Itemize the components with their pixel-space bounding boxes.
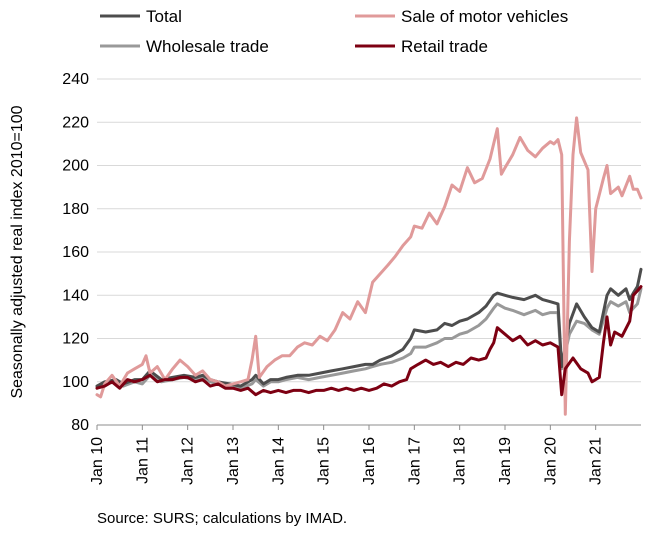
y-tick-label: 80 bbox=[71, 417, 89, 434]
y-tick-label: 120 bbox=[62, 331, 89, 348]
series-line-wholesale-trade bbox=[95, 287, 643, 390]
x-tick-label: Jan 19 bbox=[497, 437, 514, 485]
x-tick-label: Jan 20 bbox=[542, 437, 559, 485]
y-tick-label: 240 bbox=[62, 71, 89, 88]
x-tick-label: Jan 21 bbox=[588, 437, 605, 485]
source-note: Source: SURS; calculations by IMAD. bbox=[97, 510, 348, 527]
y-tick-label: 140 bbox=[62, 287, 89, 304]
series-line-sale-of-motor-vehicles bbox=[95, 116, 643, 416]
y-tick-label: 180 bbox=[62, 201, 89, 218]
grid-lines bbox=[97, 78, 641, 426]
x-tick-labels: Jan 10 Jan 11 Jan 12 Jan 13 Jan 14 Jan 15 Jan … bbox=[89, 425, 605, 485]
y-tick-label: 160 bbox=[62, 244, 89, 261]
legend: Total Sale of motor vehicles Wholesale tra… bbox=[100, 7, 568, 56]
x-tick-label: Jan 18 bbox=[452, 437, 469, 485]
series-line-retail-trade bbox=[95, 285, 643, 397]
x-tick-label: Jan 12 bbox=[180, 437, 197, 485]
legend-label: Sale of motor vehicles bbox=[401, 7, 568, 26]
y-axis-title: Seasonally adjusted real index 2010=100 bbox=[9, 105, 26, 398]
y-tick-label: 100 bbox=[62, 374, 89, 391]
y-tick-labels: 80 100 120 140 160 180 200 220 240 bbox=[62, 71, 89, 434]
x-tick-label: Jan 13 bbox=[225, 437, 242, 485]
y-tick-label: 200 bbox=[62, 158, 89, 175]
legend-label: Total bbox=[146, 7, 182, 26]
x-tick-label: Jan 11 bbox=[134, 437, 151, 484]
legend-label: Retail trade bbox=[401, 37, 488, 56]
x-tick-label: Jan 14 bbox=[270, 437, 287, 485]
x-tick-label: Jan 17 bbox=[406, 437, 423, 485]
series-line-total bbox=[95, 267, 643, 388]
x-tick-label: Jan 16 bbox=[361, 437, 378, 485]
x-tick-label: Jan 10 bbox=[89, 437, 106, 485]
y-tick-label: 220 bbox=[62, 114, 89, 131]
x-tick-label: Jan 15 bbox=[316, 437, 333, 485]
legend-label: Wholesale trade bbox=[146, 37, 269, 56]
series-lines bbox=[95, 116, 643, 416]
